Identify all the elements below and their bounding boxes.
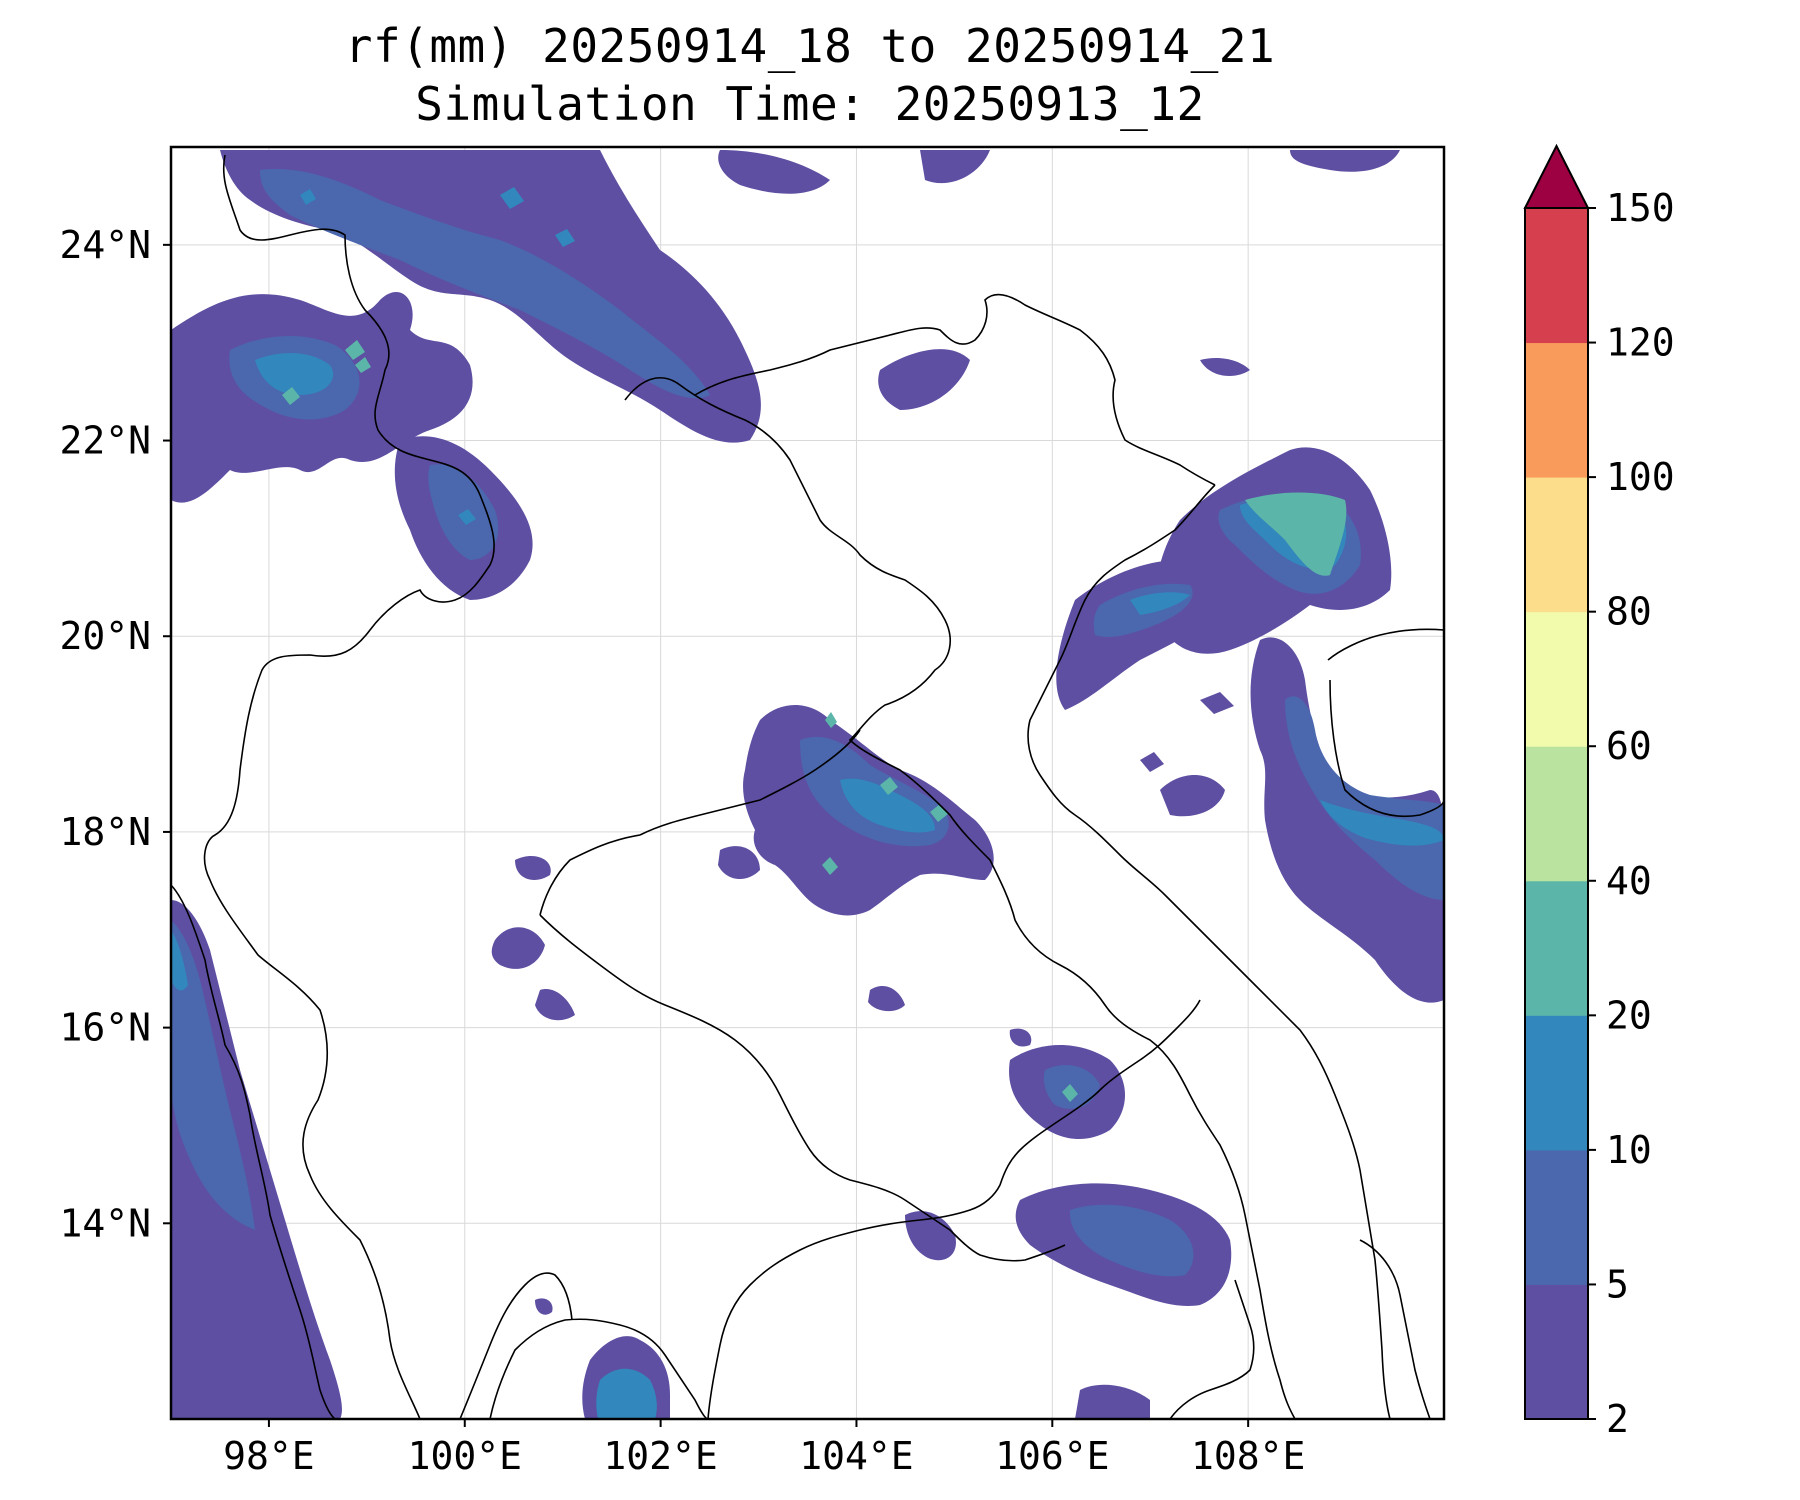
lat-tick-label: 24°N <box>59 223 151 267</box>
border-line <box>624 376 1296 1419</box>
precipitation-shading <box>171 150 1444 1419</box>
rain-area <box>515 846 760 880</box>
colorbar-segment <box>1525 880 1588 1016</box>
colorbar-segment <box>1525 1149 1588 1285</box>
colorbar-segment <box>1525 208 1588 344</box>
colorbar-tick-label: 2 <box>1606 1397 1629 1441</box>
rain-area <box>1130 592 1190 615</box>
colorbar-segment <box>1525 1284 1588 1420</box>
colorbar-extend-arrow <box>1523 143 1590 209</box>
rain-area <box>1285 696 1444 900</box>
map-plot-area <box>171 147 1444 1419</box>
lon-tick-label: 104°E <box>799 1434 913 1478</box>
rain-area <box>1062 1084 1078 1102</box>
map-subtitle: Simulation Time: 20250913_12 <box>415 77 1205 131</box>
rain-area <box>260 169 710 399</box>
rain-area <box>535 1298 553 1315</box>
lon-tick-label: 106°E <box>995 1434 1109 1478</box>
border-line <box>1099 999 1201 1091</box>
colorbar-segment <box>1525 342 1588 478</box>
rain-area <box>282 340 371 405</box>
rain-area <box>868 985 1032 1047</box>
lon-tick-label: 108°E <box>1191 1434 1305 1478</box>
lat-tick-label: 20°N <box>59 614 151 658</box>
rain-area <box>1140 692 1234 817</box>
colorbar-tick-label: 120 <box>1606 321 1675 365</box>
border-line <box>539 729 861 916</box>
rain-area <box>878 349 1250 410</box>
colorbar-tick-label: 5 <box>1606 1262 1629 1306</box>
rain-area <box>171 930 188 991</box>
rain-area <box>458 509 476 525</box>
colorbar-segment <box>1525 746 1588 882</box>
rain-area <box>171 920 255 1230</box>
rain-area <box>840 778 935 833</box>
colorbar-tick-label: 80 <box>1606 590 1652 634</box>
border-line <box>489 1318 709 1419</box>
axis-labels: 98°E 100°E 102°E 104°E 106°E 108°E 24°N 22°N 20°… <box>59 223 1305 1478</box>
lon-tick-label: 100°E <box>408 1434 522 1478</box>
lon-tick-label: 102°E <box>603 1434 717 1478</box>
country-borders <box>171 154 1444 1419</box>
colorbar-segment <box>1525 477 1588 613</box>
border-line <box>1359 1239 1431 1419</box>
lat-tick-label: 14°N <box>59 1201 151 1245</box>
colorbar-tick-label: 60 <box>1606 724 1652 768</box>
colorbar-tick-label: 100 <box>1606 455 1675 499</box>
colorbar-frame <box>1524 207 1589 1420</box>
rain-area <box>718 150 1400 194</box>
border-line <box>539 914 1066 1262</box>
border-line <box>459 1272 573 1419</box>
rain-area <box>905 1211 956 1261</box>
border-line <box>694 293 1216 486</box>
colorbar-segment <box>1525 611 1588 747</box>
rain-area <box>255 353 334 395</box>
map-title: rf(mm) 20250914_18 to 20250914_21 <box>344 19 1276 73</box>
rain-area <box>596 1368 657 1419</box>
border-line <box>1169 1279 1255 1419</box>
colorbar: 2 5 10 20 40 60 80 100 120 150 <box>1523 143 1675 1441</box>
rain-area <box>491 927 575 1021</box>
border-line <box>1027 484 1391 1419</box>
border-line <box>203 154 495 1419</box>
colorbar-tick-label: 40 <box>1606 859 1652 903</box>
rain-area <box>1075 1384 1150 1419</box>
lat-tick-label: 22°N <box>59 419 151 463</box>
colorbar-tick-label: 150 <box>1606 186 1675 230</box>
rain-area <box>1069 1204 1194 1277</box>
colorbar-segment <box>1525 1015 1588 1151</box>
rain-area <box>300 187 575 247</box>
border-line <box>707 1089 1101 1419</box>
border-line <box>171 884 336 1419</box>
border-line <box>1327 628 1444 818</box>
lon-tick-label: 98°E <box>223 1434 315 1478</box>
rain-area <box>1245 492 1347 576</box>
rain-area <box>1320 800 1444 846</box>
colorbar-tick-label: 10 <box>1606 1128 1652 1172</box>
rain-area <box>171 900 342 1419</box>
colorbar-tick-label: 20 <box>1606 993 1652 1037</box>
lat-tick-label: 16°N <box>59 1006 151 1050</box>
lat-tick-label: 18°N <box>59 810 151 854</box>
map-frame <box>169 145 1446 1421</box>
